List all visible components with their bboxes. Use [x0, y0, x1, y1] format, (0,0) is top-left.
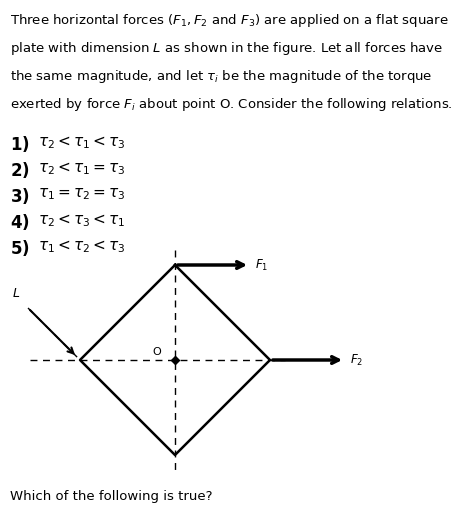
Text: $\mathbf{1)}$: $\mathbf{1)}$ [10, 134, 30, 154]
Text: $\tau_2 < \tau_1 < \tau_3$: $\tau_2 < \tau_1 < \tau_3$ [38, 134, 125, 151]
Text: $\tau_2 < \tau_3 < \tau_1$: $\tau_2 < \tau_3 < \tau_1$ [38, 212, 125, 229]
Text: O: O [152, 347, 161, 357]
Text: $\mathbf{3)}$: $\mathbf{3)}$ [10, 186, 30, 206]
Text: $F_1$: $F_1$ [255, 257, 268, 272]
Text: $F_2$: $F_2$ [350, 352, 363, 367]
Text: $\tau_1 < \tau_2 < \tau_3$: $\tau_1 < \tau_2 < \tau_3$ [38, 238, 125, 255]
Text: $\mathbf{4)}$: $\mathbf{4)}$ [10, 212, 30, 232]
Text: Which of the following is true?: Which of the following is true? [10, 490, 212, 503]
Text: plate with dimension $L$ as shown in the figure. Let all forces have: plate with dimension $L$ as shown in the… [10, 40, 443, 57]
Text: $\mathbf{5)}$: $\mathbf{5)}$ [10, 238, 30, 258]
Text: the same magnitude, and let $\tau_i$ be the magnitude of the torque: the same magnitude, and let $\tau_i$ be … [10, 68, 432, 85]
Text: Three horizontal forces $(F_1, F_2$ and $F_3)$ are applied on a flat square: Three horizontal forces $(F_1, F_2$ and … [10, 12, 448, 29]
Text: $\mathbf{2)}$: $\mathbf{2)}$ [10, 160, 30, 180]
Text: $L$: $L$ [12, 287, 20, 300]
Text: $\tau_1 = \tau_2 = \tau_3$: $\tau_1 = \tau_2 = \tau_3$ [38, 186, 125, 202]
Text: exerted by force $F_i$ about point O. Consider the following relations.: exerted by force $F_i$ about point O. Co… [10, 96, 453, 113]
Text: $\tau_2 < \tau_1 = \tau_3$: $\tau_2 < \tau_1 = \tau_3$ [38, 160, 125, 176]
